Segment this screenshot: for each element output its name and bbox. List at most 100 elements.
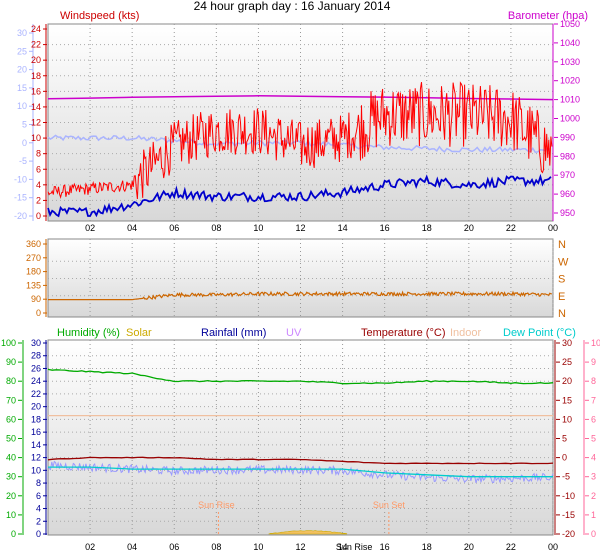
rain-tick: 12 — [31, 453, 41, 463]
direction-tick: 360 — [26, 239, 41, 249]
windspeed-tick: 14 — [31, 102, 41, 112]
baro-tick: 1050 — [560, 19, 580, 29]
uv-tick: 7 — [591, 395, 596, 405]
rain-tick: 2 — [36, 516, 41, 526]
solar-area — [268, 530, 348, 535]
baro-label: Barometer (hpa) — [508, 10, 588, 22]
uv-tick: 4 — [591, 453, 596, 463]
humidity-tick: 80 — [6, 376, 16, 386]
humidity-tick: 90 — [6, 357, 16, 367]
baro-tick: 1030 — [560, 57, 580, 67]
legend-item: Rainfall (mm) — [201, 327, 266, 339]
temp-plot-area — [47, 339, 554, 536]
baro-tick: 1040 — [560, 38, 580, 48]
uv-tick: 5 — [591, 434, 596, 444]
windspeed-tick: 10 — [31, 133, 41, 143]
dewpoint-line — [48, 466, 553, 478]
legend-item: Solar — [126, 327, 152, 339]
baro-tick: 960 — [560, 189, 575, 199]
outer-left-tick: -15 — [14, 193, 27, 203]
wind-x-tick: 16 — [380, 223, 390, 233]
wind-x-tick: 06 — [169, 223, 179, 233]
windspeed-tick: 24 — [31, 24, 41, 34]
temp-tick: -20 — [562, 529, 575, 539]
baro-tick: 1000 — [560, 114, 580, 124]
temp-x-tick: 12 — [295, 542, 305, 552]
temp-x-tick: 00 — [548, 542, 558, 552]
outer-left-tick: -5 — [19, 156, 27, 166]
uv-tick: 8 — [591, 376, 596, 386]
direction-compass-label: S — [558, 274, 565, 286]
baro-tick: 990 — [560, 132, 575, 142]
wind-x-tick: 18 — [422, 223, 432, 233]
sunrise-label: Sun Rise — [198, 500, 235, 510]
wind-x-tick: 10 — [253, 223, 263, 233]
direction-tick: 180 — [26, 267, 41, 277]
humidity-tick: 20 — [6, 491, 16, 501]
wind-x-tick: 04 — [127, 223, 137, 233]
windspeed-tick: 6 — [36, 164, 41, 174]
windspeed-tick: 20 — [31, 55, 41, 65]
direction-tick: 0 — [36, 308, 41, 318]
outer-left-tick: 10 — [17, 101, 27, 111]
rain-tick: 0 — [36, 529, 41, 539]
humidity-tick: 0 — [11, 529, 16, 539]
wind-background-line — [47, 134, 551, 154]
uv-tick: 10 — [591, 338, 600, 348]
rain-tick: 20 — [31, 402, 41, 412]
windspeed-tick: 16 — [31, 86, 41, 96]
direction-compass-label: W — [558, 256, 569, 268]
rain-tick: 28 — [31, 351, 41, 361]
temp-tick: -10 — [562, 491, 575, 501]
humidity-tick: 30 — [6, 472, 16, 482]
outer-left-tick: 5 — [22, 120, 27, 130]
temp-tick: 15 — [562, 395, 572, 405]
outer-left-tick: 30 — [17, 28, 27, 38]
humidity-tick: 50 — [6, 434, 16, 444]
temperature-line — [47, 456, 554, 465]
baro-tick: 980 — [560, 151, 575, 161]
wind-x-tick: 00 — [548, 223, 558, 233]
sunset-label: Sun Set — [373, 500, 406, 510]
baro-tick: 1020 — [560, 76, 580, 86]
outer-left-tick: 25 — [17, 46, 27, 56]
temp-tick: 25 — [562, 357, 572, 367]
temp-x-tick: 04 — [127, 542, 137, 552]
temp-tick: 30 — [562, 338, 572, 348]
wind-x-tick: 02 — [85, 223, 95, 233]
outer-left-tick: 20 — [17, 65, 27, 75]
chart-title: 24 hour graph day : 16 January 2014 — [194, 0, 391, 13]
rain-tick: 30 — [31, 338, 41, 348]
humidity-line — [47, 368, 554, 385]
windspeed-label: Windspeed (kts) — [60, 10, 139, 22]
legend-item: Humidity (%) — [57, 327, 120, 339]
direction-compass-label: N — [558, 239, 566, 251]
rain-tick: 6 — [36, 491, 41, 501]
wind-x-tick: 22 — [506, 223, 516, 233]
outer-left-tick: 0 — [22, 138, 27, 148]
rain-tick: 24 — [31, 376, 41, 386]
outer-left-tick: -20 — [14, 211, 27, 221]
sunset-x-tick: Sun Rise — [336, 542, 373, 552]
baro-tick: 950 — [560, 208, 575, 218]
humidity-tick: 10 — [6, 510, 16, 520]
direction-compass-label: E — [558, 291, 565, 303]
humidity-tick: 100 — [1, 338, 16, 348]
apparent-temp-line — [47, 460, 554, 484]
windspeed-tick: 0 — [36, 211, 41, 221]
uv-tick: 0 — [591, 529, 596, 539]
legend-item: Temperature (°C) — [361, 327, 445, 339]
temp-tick: 5 — [562, 434, 567, 444]
windspeed-tick: 4 — [36, 180, 41, 190]
rain-tick: 4 — [36, 504, 41, 514]
outer-left-tick: -10 — [14, 174, 27, 184]
windspeed-tick: 18 — [31, 71, 41, 81]
humidity-tick: 70 — [6, 395, 16, 405]
outer-left-tick: 15 — [17, 83, 27, 93]
rain-tick: 22 — [31, 389, 41, 399]
uv-tick: 1 — [591, 510, 596, 520]
wind-x-tick: 12 — [295, 223, 305, 233]
temp-x-tick: 14 — [338, 542, 348, 552]
